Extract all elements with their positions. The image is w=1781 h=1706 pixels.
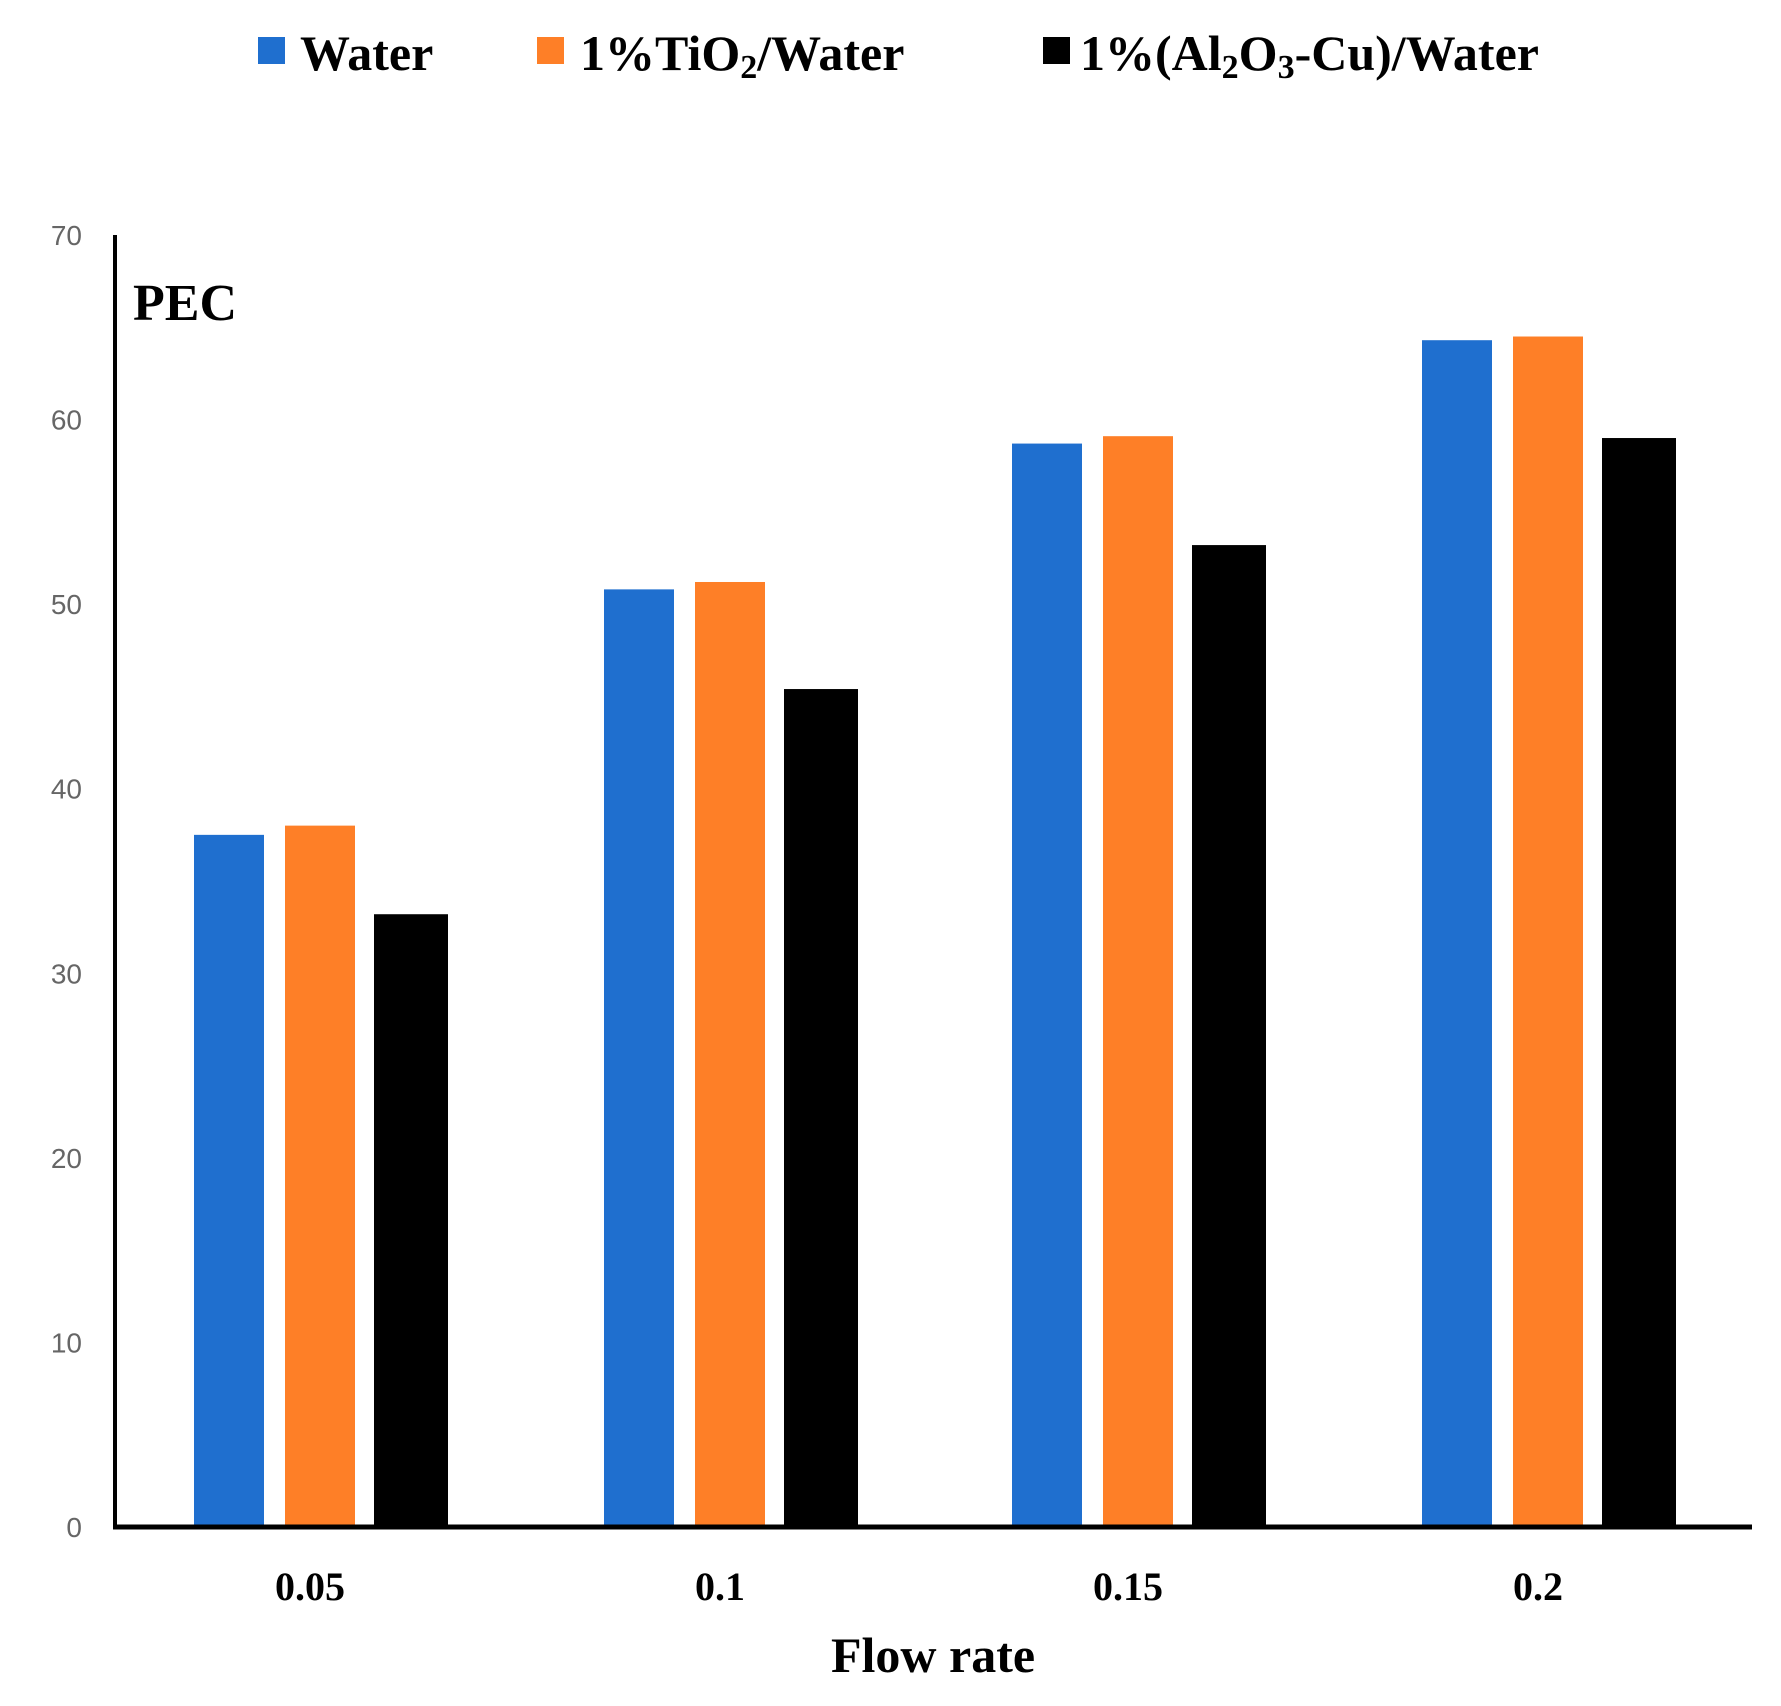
bar-series1-cat2 [1103,436,1173,1527]
legend-swatch-tio2 [537,37,564,64]
y-tick-label: 0 [66,1512,82,1543]
y-tick-label: 30 [51,958,82,989]
y-axis-ticks: 0 10 20 30 40 50 60 70 [51,220,82,1543]
bar-series0-cat0 [194,834,264,1527]
x-category-label: 0.1 [695,1564,745,1609]
x-category-label: 0.15 [1093,1564,1163,1609]
bar-series0-cat2 [1012,443,1082,1528]
y-tick-label: 60 [51,405,82,436]
bar-series1-cat0 [285,825,355,1527]
bar-series2-cat3 [1602,438,1676,1527]
legend-label-tio2: 1%TiO2/Water [580,25,904,86]
bar-series1-cat3 [1513,336,1583,1527]
x-category-label: 0.2 [1513,1564,1563,1609]
bar-series0-cat1 [604,589,674,1527]
bar-series2-cat0 [374,914,448,1527]
legend: Water 1%TiO2/Water 1%(Al2O3-Cu)/Water [258,25,1539,86]
bar-series2-cat1 [784,689,858,1527]
y-tick-label: 40 [51,774,82,805]
legend-swatch-al2o3-cu [1043,37,1070,64]
y-tick-label: 20 [51,1143,82,1174]
bar-series2-cat2 [1192,545,1266,1527]
legend-swatch-water [258,37,285,64]
legend-item-tio2: 1%TiO2/Water [537,25,904,86]
x-axis-title: Flow rate [831,1627,1035,1683]
legend-label-water: Water [300,25,433,81]
chart-title: PEC [133,275,237,332]
y-tick-label: 70 [51,220,82,251]
bar-series1-cat1 [695,581,765,1527]
bar-series0-cat3 [1422,340,1492,1528]
x-axis-category-labels: 0.05 0.1 0.15 0.2 [275,1564,1563,1609]
x-category-label: 0.05 [275,1564,345,1609]
bars [194,336,1676,1528]
legend-item-water: Water [258,25,433,81]
legend-item-al2o3-cu: 1%(Al2O3-Cu)/Water [1043,25,1539,86]
legend-label-al2o3-cu: 1%(Al2O3-Cu)/Water [1080,25,1539,86]
y-tick-label: 50 [51,589,82,620]
y-tick-label: 10 [51,1327,82,1358]
